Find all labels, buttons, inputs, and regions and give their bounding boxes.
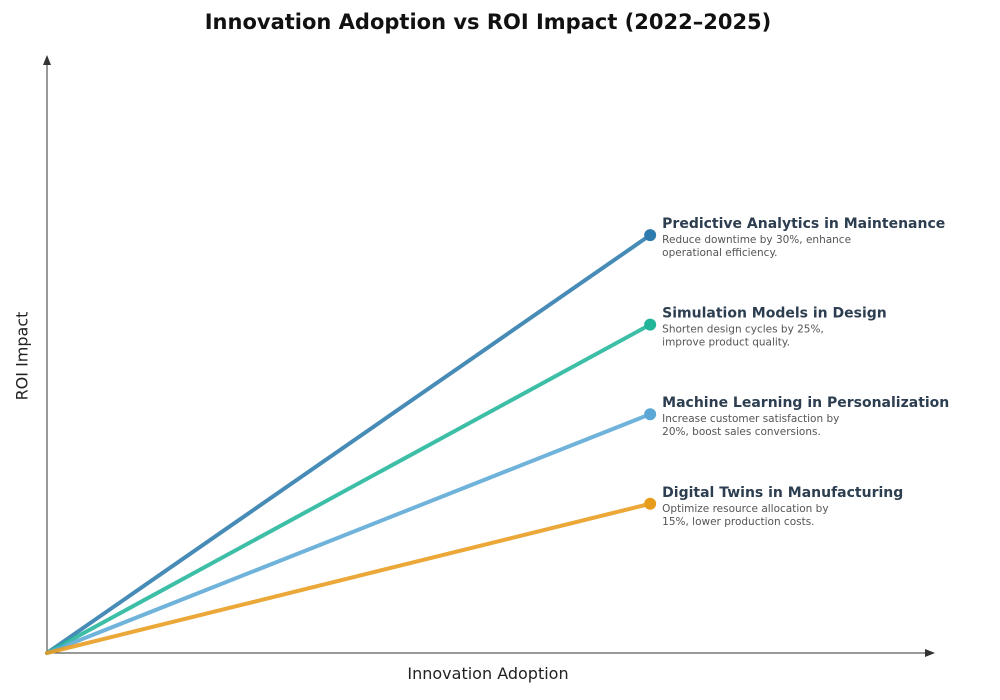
chart-title: Innovation Adoption vs ROI Impact (2022–… <box>204 10 772 34</box>
series-layer: Predictive Analytics in Maintenance Reduc… <box>45 216 949 655</box>
annotation-title-machine-learning-in-personalization: Machine Learning in Personalization <box>662 395 949 411</box>
annotation-desc-simulation-models-in-design: improve product quality. <box>662 337 790 349</box>
annotation-title-predictive-analytics-in-maintenance: Predictive Analytics in Maintenance <box>662 216 945 232</box>
annotation-desc-digital-twins-in-manufacturing: Optimize resource allocation by <box>662 503 828 515</box>
annotation-desc-predictive-analytics-in-maintenance: Reduce downtime by 30%, enhance <box>662 234 851 246</box>
series-line-simulation-models-in-design <box>45 322 653 655</box>
y-axis-label: ROI Impact <box>12 311 32 401</box>
annotation-desc-digital-twins-in-manufacturing: 15%, lower production costs. <box>662 516 814 528</box>
annotation-title-digital-twins-in-manufacturing: Digital Twins in Manufacturing <box>662 485 903 501</box>
series-endpoint-machine-learning-in-personalization <box>644 408 657 421</box>
annotation-desc-simulation-models-in-design: Shorten design cycles by 25%, <box>662 324 824 336</box>
annotation-desc-machine-learning-in-personalization: 20%, boost sales conversions. <box>662 426 821 438</box>
annotation-title-simulation-models-in-design: Simulation Models in Design <box>662 306 887 322</box>
annotation-desc-predictive-analytics-in-maintenance: operational efficiency. <box>662 247 777 259</box>
series-endpoint-simulation-models-in-design <box>644 318 657 331</box>
series-endpoint-digital-twins-in-manufacturing <box>644 497 657 510</box>
series-line-machine-learning-in-personalization <box>45 412 653 655</box>
series-line-predictive-analytics-in-maintenance <box>45 233 653 655</box>
annotation-desc-machine-learning-in-personalization: Increase customer satisfaction by <box>662 413 839 425</box>
series-endpoint-predictive-analytics-in-maintenance <box>644 229 657 242</box>
series-line-digital-twins-in-manufacturing <box>45 501 653 655</box>
x-axis-label: Innovation Adoption <box>407 664 569 683</box>
